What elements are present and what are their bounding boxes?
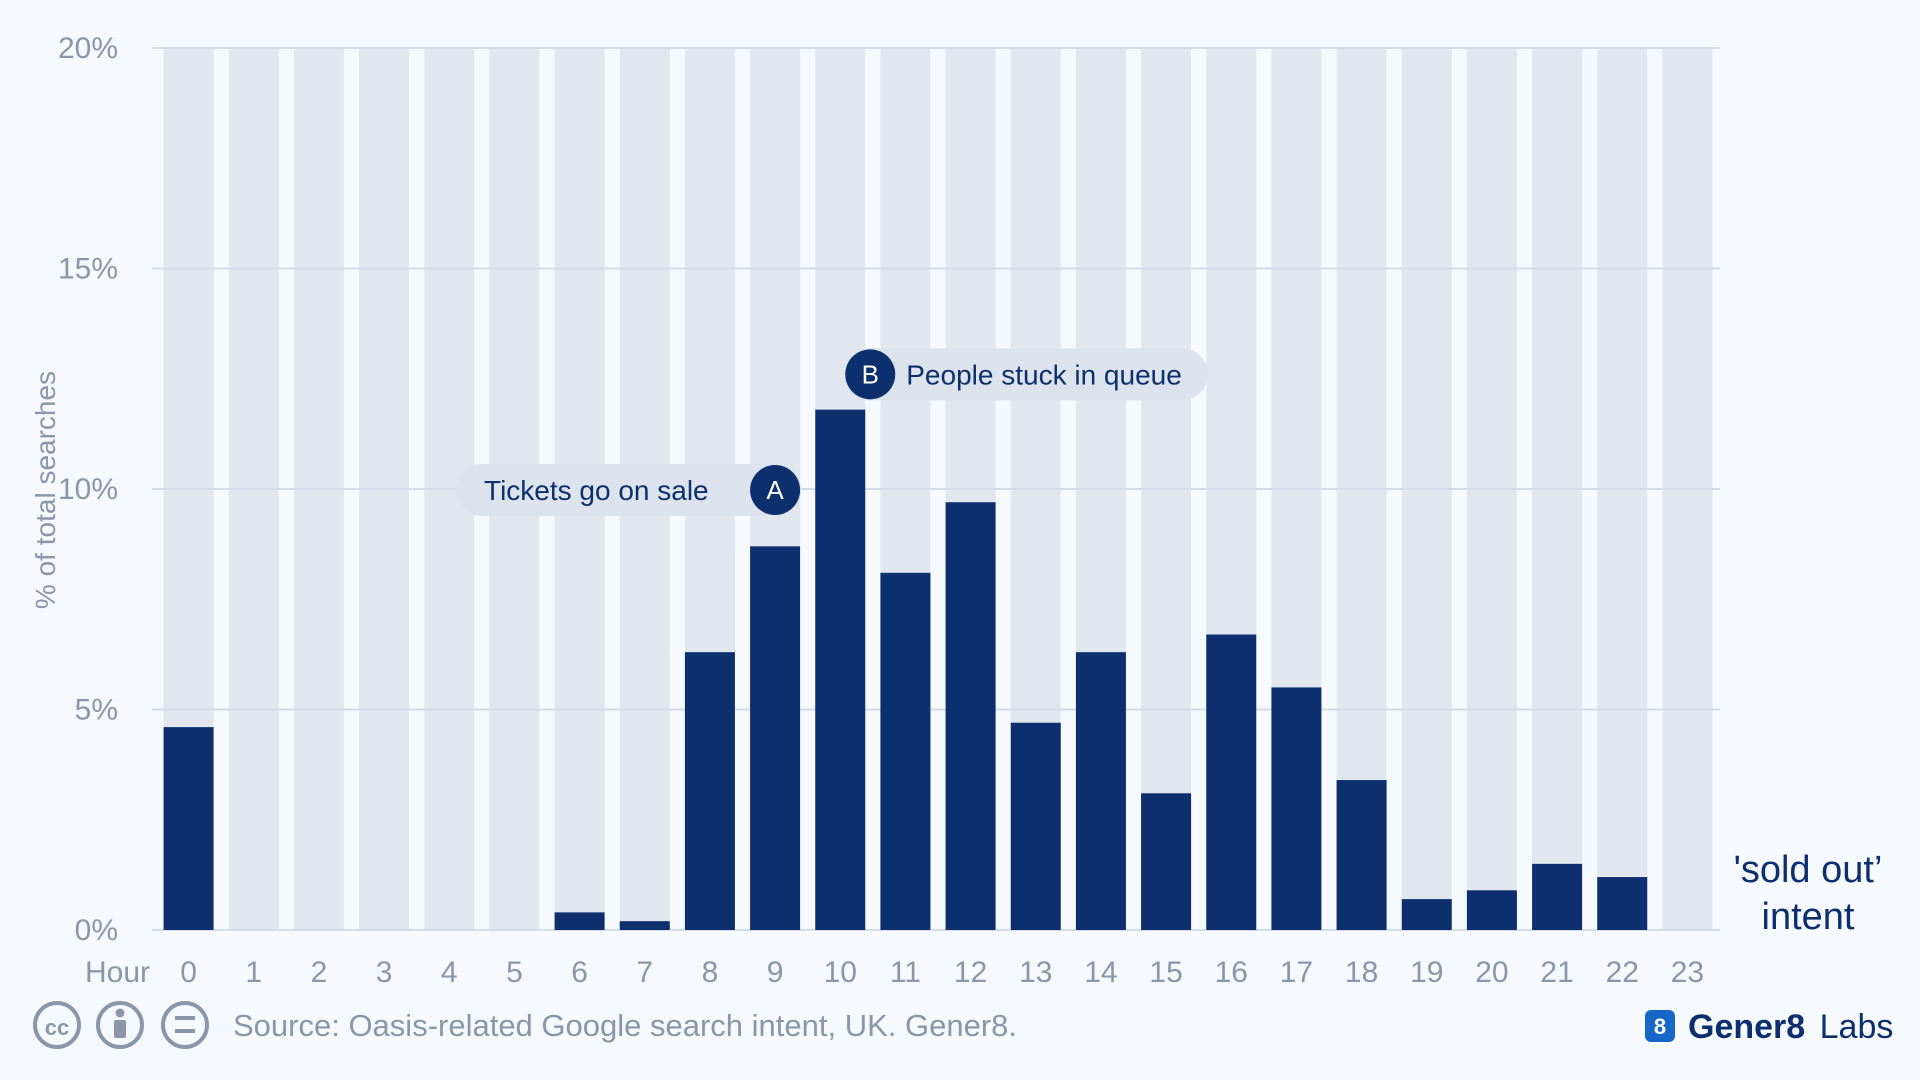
x-tick-label: 23 xyxy=(1671,956,1704,989)
annotation-a-badge xyxy=(750,465,801,515)
x-tick-label: 5 xyxy=(506,956,523,989)
x-tick-label: 8 xyxy=(702,956,719,989)
bar-hour-19 xyxy=(1401,899,1452,930)
x-tick-label: 21 xyxy=(1540,956,1573,989)
cc-icon: cc xyxy=(33,1001,81,1049)
no-derivatives-icon xyxy=(161,1001,209,1049)
x-tick-label: 19 xyxy=(1410,956,1443,989)
y-axis-label: % of total searches xyxy=(30,371,61,609)
bar-hour-6 xyxy=(554,912,605,930)
annotation-b-letter: B xyxy=(862,359,879,389)
x-tick-label: 12 xyxy=(954,956,987,989)
series-label-line-1: 'sold out’ xyxy=(1734,849,1883,891)
x-tick-label: 2 xyxy=(311,956,328,989)
x-tick-label: 11 xyxy=(890,956,921,989)
gener8-logo-icon: 8 xyxy=(1645,1010,1675,1042)
x-tick-label: 1 xyxy=(245,956,262,989)
series-label-line-2: intent xyxy=(1762,896,1855,938)
bar-hour-11 xyxy=(880,572,931,930)
bar-hour-15 xyxy=(1141,793,1192,930)
data-bars xyxy=(163,409,1648,930)
series-label: 'sold out’ intent xyxy=(1734,849,1883,938)
bar-hour-10 xyxy=(815,409,866,930)
bar-hour-18 xyxy=(1336,780,1387,930)
x-tick-label: 18 xyxy=(1345,956,1378,989)
x-tick-label: 22 xyxy=(1606,956,1639,989)
annotation-a-text: Tickets go on sale xyxy=(484,475,709,506)
brand-logo: 8 Gener8 Labs xyxy=(1645,1008,1893,1046)
annotation-b-pill xyxy=(844,348,1208,401)
bar-hour-16 xyxy=(1206,634,1257,930)
y-tick-label: 15% xyxy=(58,253,118,286)
x-tick-label: 4 xyxy=(441,956,458,989)
y-tick-label: 0% xyxy=(75,914,118,947)
x-tick-label: 13 xyxy=(1019,956,1052,989)
bar-hour-8 xyxy=(684,652,735,930)
x-tick-label: 9 xyxy=(767,956,784,989)
gridlines xyxy=(152,47,1720,931)
source-note: Source: Oasis-related Google search inte… xyxy=(233,1008,1017,1043)
bar-hour-9 xyxy=(750,546,801,930)
brand-name-light: Labs xyxy=(1820,1008,1894,1046)
annotation-a-pill xyxy=(456,464,802,516)
x-tick-label: 7 xyxy=(636,956,653,989)
bar-hour-13 xyxy=(1010,722,1061,930)
annotation-a: A Tickets go on sale xyxy=(456,464,802,516)
y-tick-label: 5% xyxy=(75,694,118,727)
x-tick-label: 15 xyxy=(1149,956,1182,989)
bar-hour-12 xyxy=(945,502,996,930)
bar-hour-7 xyxy=(619,921,670,930)
x-tick-label: 3 xyxy=(376,956,393,989)
x-tick-label: 6 xyxy=(571,956,588,989)
bar-hour-17 xyxy=(1271,687,1322,930)
x-axis-label: Hour xyxy=(85,956,150,989)
bar-hour-22 xyxy=(1597,877,1648,930)
license-icons: cc xyxy=(33,1001,209,1049)
by-attribution-icon xyxy=(96,1001,144,1049)
bar-hour-0 xyxy=(163,727,214,930)
x-tick-label: 14 xyxy=(1084,956,1117,989)
x-tick-label: 10 xyxy=(824,956,857,989)
y-tick-label: 10% xyxy=(58,473,118,506)
x-tick-label: 16 xyxy=(1215,956,1248,989)
y-tick-labels: 0% 5% 10% 15% 20% xyxy=(58,32,118,947)
y-tick-label: 20% xyxy=(58,32,118,65)
x-tick-label: 20 xyxy=(1475,956,1508,989)
annotation-b: B People stuck in queue xyxy=(844,348,1208,401)
bar-hour-14 xyxy=(1075,652,1126,930)
x-tick-labels: Hour 0 1 2 3 4 5 6 7 8 9 10 11 12 13 14 15 16 17 18 19 20 21 2… xyxy=(85,956,1704,989)
annotation-b-badge xyxy=(845,349,896,400)
x-tick-label: 0 xyxy=(180,956,197,989)
svg-text:cc: cc xyxy=(45,1015,69,1040)
bar-hour-20 xyxy=(1466,890,1517,930)
svg-text:8: 8 xyxy=(1654,1014,1666,1039)
bar-hour-21 xyxy=(1532,863,1583,930)
annotation-a-letter: A xyxy=(766,475,784,505)
x-tick-label: 17 xyxy=(1280,956,1313,989)
brand-name: Gener8 Labs xyxy=(1688,1008,1893,1046)
annotation-b-text: People stuck in queue xyxy=(906,359,1182,390)
annotations: A Tickets go on sale B People stuck in queu… xyxy=(456,348,1208,516)
brand-name-bold: Gener8 xyxy=(1688,1008,1805,1046)
